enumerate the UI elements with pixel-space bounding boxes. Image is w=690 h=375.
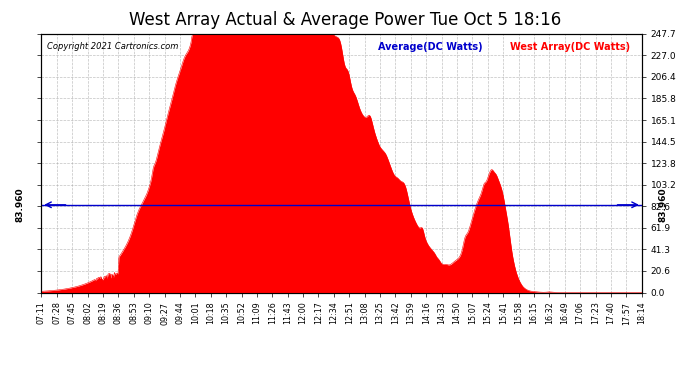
Text: 83.960: 83.960 bbox=[16, 188, 25, 222]
Text: West Array(DC Watts): West Array(DC Watts) bbox=[510, 42, 630, 51]
Text: Average(DC Watts): Average(DC Watts) bbox=[377, 42, 482, 51]
Text: 83.960: 83.960 bbox=[658, 188, 667, 222]
Text: Copyright 2021 Cartronics.com: Copyright 2021 Cartronics.com bbox=[48, 42, 179, 51]
Text: West Array Actual & Average Power Tue Oct 5 18:16: West Array Actual & Average Power Tue Oc… bbox=[129, 11, 561, 29]
